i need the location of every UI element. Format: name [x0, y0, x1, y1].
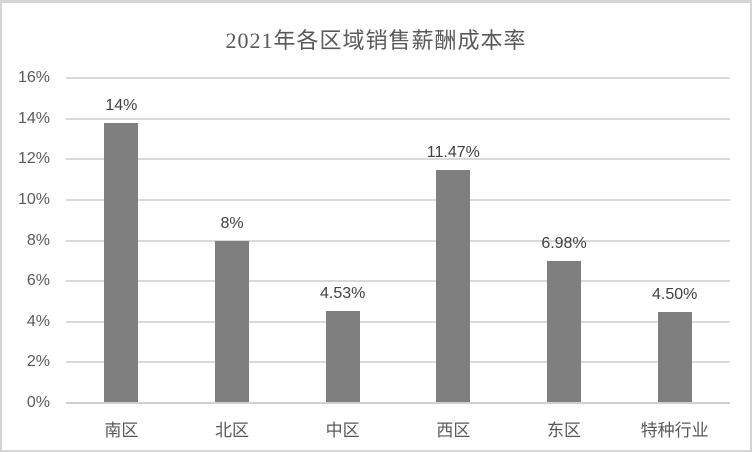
x-axis-category-label: 东区	[547, 421, 581, 440]
gridline	[66, 77, 730, 79]
x-axis-category-label: 北区	[215, 421, 249, 440]
bar	[436, 170, 471, 402]
gridline	[66, 239, 730, 242]
x-axis-line	[66, 402, 730, 404]
bar	[215, 240, 249, 402]
y-axis-tick-label: 2%	[26, 353, 50, 371]
bar	[104, 123, 139, 402]
data-label: 11.47%	[426, 144, 480, 162]
y-axis-tick-label: 0%	[26, 394, 50, 411]
bar	[325, 310, 360, 402]
gridline	[66, 158, 730, 161]
y-axis-tick-label: 12%	[17, 150, 50, 168]
y-axis-tick-label: 4%	[26, 312, 50, 330]
y-axis-tick-label: 8%	[26, 231, 50, 249]
y-axis-tick-label: 16%	[17, 69, 50, 86]
bar	[547, 261, 581, 402]
x-axis-category-label: 特种行业	[640, 421, 709, 440]
bar	[657, 311, 692, 402]
x-axis-category-label: 西区	[436, 421, 471, 440]
gridline	[66, 320, 730, 323]
data-label: 4.50%	[651, 285, 698, 303]
y-axis-tick-label: 6%	[26, 272, 50, 290]
gridline	[66, 198, 730, 201]
data-label: 8%	[220, 214, 244, 232]
y-axis-tick-label: 10%	[17, 190, 50, 208]
gridline	[66, 117, 730, 120]
chart-title: 2021年各区域销售薪酬成本率	[225, 28, 527, 53]
gridline	[66, 361, 730, 364]
x-axis-category-label: 南区	[104, 421, 139, 440]
data-label: 14%	[105, 97, 138, 115]
data-label: 4.53%	[319, 284, 366, 302]
data-label: 6.98%	[541, 235, 587, 253]
x-axis-category-label: 中区	[325, 421, 360, 440]
y-axis-tick-label: 14%	[17, 109, 50, 127]
gridline	[66, 280, 730, 283]
